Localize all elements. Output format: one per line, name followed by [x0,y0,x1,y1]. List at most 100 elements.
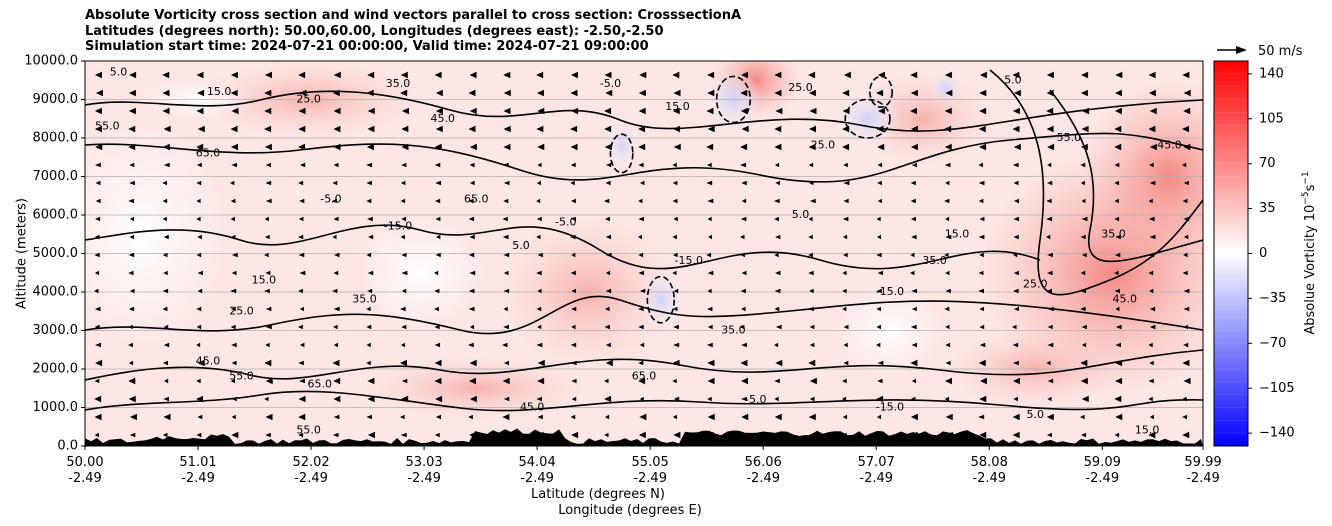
wind-vector-3-31 [1148,125,1156,133]
wind-vector-15-15 [605,342,611,348]
quiver-key: 50 m/s [1217,44,1303,59]
x-tick-label-lat-10: 59.99 [1184,455,1221,470]
wind-vector-18-21 [809,396,815,402]
x-tick-label-lat-1: 51.01 [179,455,216,470]
wind-vector-8-7 [333,216,339,222]
colorbar-label-unit-exp: −1 [1301,171,1311,184]
wind-vector-7-3 [196,198,201,204]
wind-vector-17-13 [537,377,545,385]
wind-vector-2-9 [401,107,409,115]
wind-vector-15-11 [468,342,474,348]
wind-vector-1-8 [366,89,374,97]
wind-vector-13-4 [230,306,236,312]
contour-label-19: 15.0 [945,227,970,240]
wind-vector-3-17 [673,125,681,133]
wind-vector-1-25 [945,89,953,97]
wind-vector-7-1 [128,198,134,204]
wind-vector-3-11 [468,125,476,133]
wind-vector-16-6 [298,360,304,366]
contour-label-38: 25.0 [788,81,813,94]
wind-vector-18-24 [911,396,916,402]
contour-label-8: -15.0 [384,220,412,233]
wind-vector-11-21 [808,270,814,276]
wind-vector-1-6 [299,89,307,97]
wind-vector-20-0 [94,432,100,438]
wind-vector-13-7 [333,306,340,312]
wind-vector-14-2 [163,324,169,330]
wind-vector-14-31 [1149,324,1156,330]
wind-vector-16-18 [707,359,715,367]
wind-vector-10-0 [94,252,100,258]
wind-vector-19-1 [129,413,137,421]
x-tick-label-lat-3: 53.03 [405,455,442,470]
wind-vector-12-30 [1114,288,1120,294]
wind-vector-4-11 [469,143,477,151]
wind-vector-13-26 [979,306,984,312]
wind-vector-3-2 [163,125,171,133]
wind-vector-15-10 [434,342,441,348]
wind-vector-2-14 [571,107,579,115]
wind-vector-11-1 [128,270,134,276]
contour-label-35: -15.0 [876,285,904,298]
wind-vector-3-8 [367,125,375,133]
wind-vector-8-11 [468,216,475,222]
wind-vector-13-13 [536,306,542,312]
wind-vector-15-7 [333,342,338,348]
wind-vector-16-27 [1013,360,1019,366]
contour-label-2: 25.0 [296,93,321,106]
wind-vector-11-19 [741,270,747,276]
wind-vector-8-9 [401,216,407,222]
wind-vector-11-16 [638,270,645,276]
wind-vector-2-29 [1081,107,1089,115]
x-tick-label-lon-3: -2.49 [407,471,441,486]
wind-vector-8-4 [230,216,235,222]
wind-vector-20-16 [638,431,646,439]
wind-vector-17-8 [367,377,375,385]
wind-vector-0-28 [1046,71,1054,79]
wind-vector-0-23 [877,71,885,79]
wind-vector-14-21 [809,324,815,330]
x-tick-label-lat-5: 55.05 [632,455,669,470]
colorbar-tick-label-1: 105 [1259,111,1284,126]
wind-vector-12-10 [434,288,440,294]
wind-vector-19-2 [163,413,171,421]
wind-vector-7-22 [843,198,849,204]
wind-vector-3-16 [638,125,646,133]
wind-vector-11-25 [945,270,950,276]
wind-vector-19-26 [978,414,985,420]
wind-vector-11-27 [1013,270,1019,276]
x-tick-label-lon-0: -2.49 [68,471,102,486]
wind-vector-16-8 [366,360,371,366]
wind-vector-14-28 [1047,324,1053,330]
wind-vector-16-30 [1115,359,1123,367]
wind-vector-11-18 [707,270,714,276]
wind-vector-10-25 [944,252,949,258]
wind-vector-0-7 [333,71,341,79]
wind-vector-15-6 [299,342,305,348]
wind-vector-10-14 [571,252,576,258]
wind-vector-8-27 [1013,216,1019,222]
wind-vector-14-30 [1115,324,1122,330]
wind-vector-3-4 [230,125,238,133]
wind-vector-18-0 [94,395,102,403]
wind-vector-14-9 [401,324,407,330]
wind-vector-2-15 [604,107,612,115]
wind-vector-2-22 [842,107,850,115]
wind-vector-18-5 [264,396,269,402]
wind-vector-3-30 [1114,125,1122,133]
wind-vector-16-26 [978,359,986,367]
wind-vector-7-4 [230,198,236,204]
wind-vector-11-3 [197,270,204,276]
wind-vector-10-11 [468,252,475,258]
wind-vector-18-17 [673,396,680,402]
wind-vector-4-5 [264,143,272,151]
wind-vector-10-5 [264,252,269,258]
wind-vector-1-1 [128,89,136,97]
wind-vector-19-0 [94,413,102,421]
wind-vector-4-24 [910,143,918,151]
wind-vector-13-32 [1183,306,1190,312]
wind-vector-16-14 [570,360,577,366]
wind-vector-15-13 [536,342,543,348]
wind-vector-0-15 [604,71,612,79]
wind-vector-18-20 [774,396,779,402]
